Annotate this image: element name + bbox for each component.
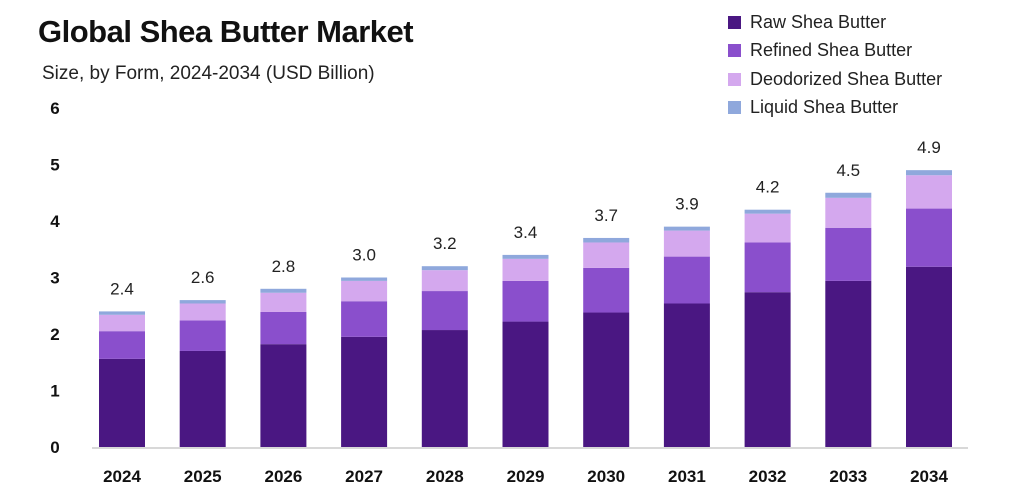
legend-swatch: [728, 15, 741, 29]
x-tick-label: 2027: [345, 467, 383, 486]
bar-segment: [502, 321, 549, 447]
y-tick-label: 5: [50, 156, 59, 175]
x-tick-label: 2030: [587, 467, 625, 486]
legend-swatch: [728, 101, 741, 115]
total-label: 4.5: [836, 161, 860, 180]
x-tick-label: 2024: [103, 467, 141, 486]
bar-segment: [421, 266, 468, 271]
bar-segment: [583, 312, 630, 447]
legend-swatch: [728, 44, 741, 58]
x-tick-label: 2028: [426, 467, 464, 486]
bar-segment: [260, 288, 307, 293]
x-tick-label: 2031: [668, 467, 706, 486]
bar-segment: [99, 314, 145, 332]
bar-segment: [99, 331, 145, 359]
total-label: 4.9: [917, 138, 941, 157]
bar-segment: [502, 280, 549, 322]
bar-segment: [583, 267, 630, 313]
bar-segment: [502, 254, 549, 259]
bar-segment: [260, 292, 307, 312]
total-label: 3.0: [352, 246, 376, 265]
y-tick-label: 3: [50, 269, 59, 288]
bar-segment: [99, 311, 145, 315]
legend-label: Raw Shea Butter: [750, 11, 887, 32]
y-tick-label: 1: [50, 382, 59, 401]
bar-segment: [260, 311, 307, 345]
bar-segment: [906, 170, 952, 176]
y-tick-label: 4: [50, 212, 60, 231]
bar-segment: [744, 292, 791, 447]
total-label: 3.2: [433, 234, 457, 253]
bar-segment: [825, 192, 872, 198]
bar-segment: [341, 277, 388, 281]
bar-segment: [663, 256, 710, 304]
bar-segment: [583, 237, 630, 243]
legend-item: Raw Shea Butter: [728, 8, 942, 37]
x-tick-label: 2026: [264, 467, 302, 486]
total-label: 3.4: [514, 223, 538, 242]
legend-label: Refined Shea Butter: [750, 40, 913, 61]
bar-segment: [341, 336, 388, 447]
y-tick-label: 6: [50, 99, 59, 118]
bar-segment: [744, 242, 791, 293]
x-tick-label: 2025: [184, 467, 222, 486]
x-tick-label: 2032: [749, 467, 787, 486]
total-label: 3.9: [675, 195, 699, 214]
y-tick-label: 0: [50, 438, 59, 457]
bar-segment: [502, 258, 549, 281]
bar-segment: [906, 175, 952, 209]
bar-segment: [421, 270, 468, 292]
chart-title: Global Shea Butter Market: [38, 14, 414, 49]
x-tick-label: 2029: [507, 467, 545, 486]
bar-segment: [421, 330, 468, 447]
bar-segment: [744, 209, 791, 214]
bar-segment: [825, 280, 872, 447]
bar-segment: [421, 291, 468, 331]
bar-segment: [260, 344, 307, 447]
total-label: 3.7: [594, 206, 618, 225]
x-tick-label: 2033: [829, 467, 867, 486]
bar-segment: [99, 358, 145, 447]
legend-item: Deodorized Shea Butter: [728, 65, 942, 94]
bar-segment: [179, 300, 226, 304]
total-label: 2.4: [110, 279, 134, 298]
bar-segment: [825, 227, 872, 281]
total-label: 4.2: [756, 178, 780, 197]
bar-segment: [663, 303, 710, 447]
legend-label: Liquid Shea Butter: [750, 97, 899, 118]
legend: Raw Shea Butter Refined Shea Butter Deodor…: [728, 8, 942, 122]
total-label: 2.8: [272, 257, 296, 276]
total-label: 2.6: [191, 268, 215, 287]
bar-segment: [906, 208, 952, 267]
bar-segment: [825, 197, 872, 228]
bar-segment: [341, 301, 388, 337]
y-tick-label: 2: [50, 325, 59, 344]
bar-segment: [583, 242, 630, 268]
legend-swatch: [728, 72, 741, 86]
chart-subtitle: Size, by Form, 2024-2034 (USD Billion): [42, 63, 375, 84]
bar-segment: [663, 226, 710, 231]
legend-item: Refined Shea Butter: [728, 37, 942, 66]
bar-segment: [744, 213, 791, 243]
legend-item: Liquid Shea Butter: [728, 94, 942, 123]
bar-segment: [179, 303, 226, 321]
bar-segment: [179, 320, 226, 351]
bar-segment: [663, 230, 710, 257]
x-tick-label: 2034: [910, 467, 948, 486]
bar-segment: [906, 266, 952, 447]
legend-label: Deodorized Shea Butter: [750, 68, 943, 89]
bar-segment: [341, 280, 388, 302]
bar-segment: [179, 350, 226, 447]
